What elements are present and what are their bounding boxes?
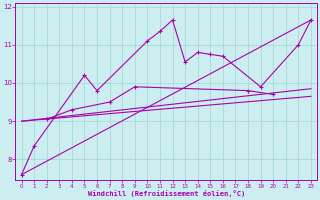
X-axis label: Windchill (Refroidissement éolien,°C): Windchill (Refroidissement éolien,°C) (88, 190, 245, 197)
